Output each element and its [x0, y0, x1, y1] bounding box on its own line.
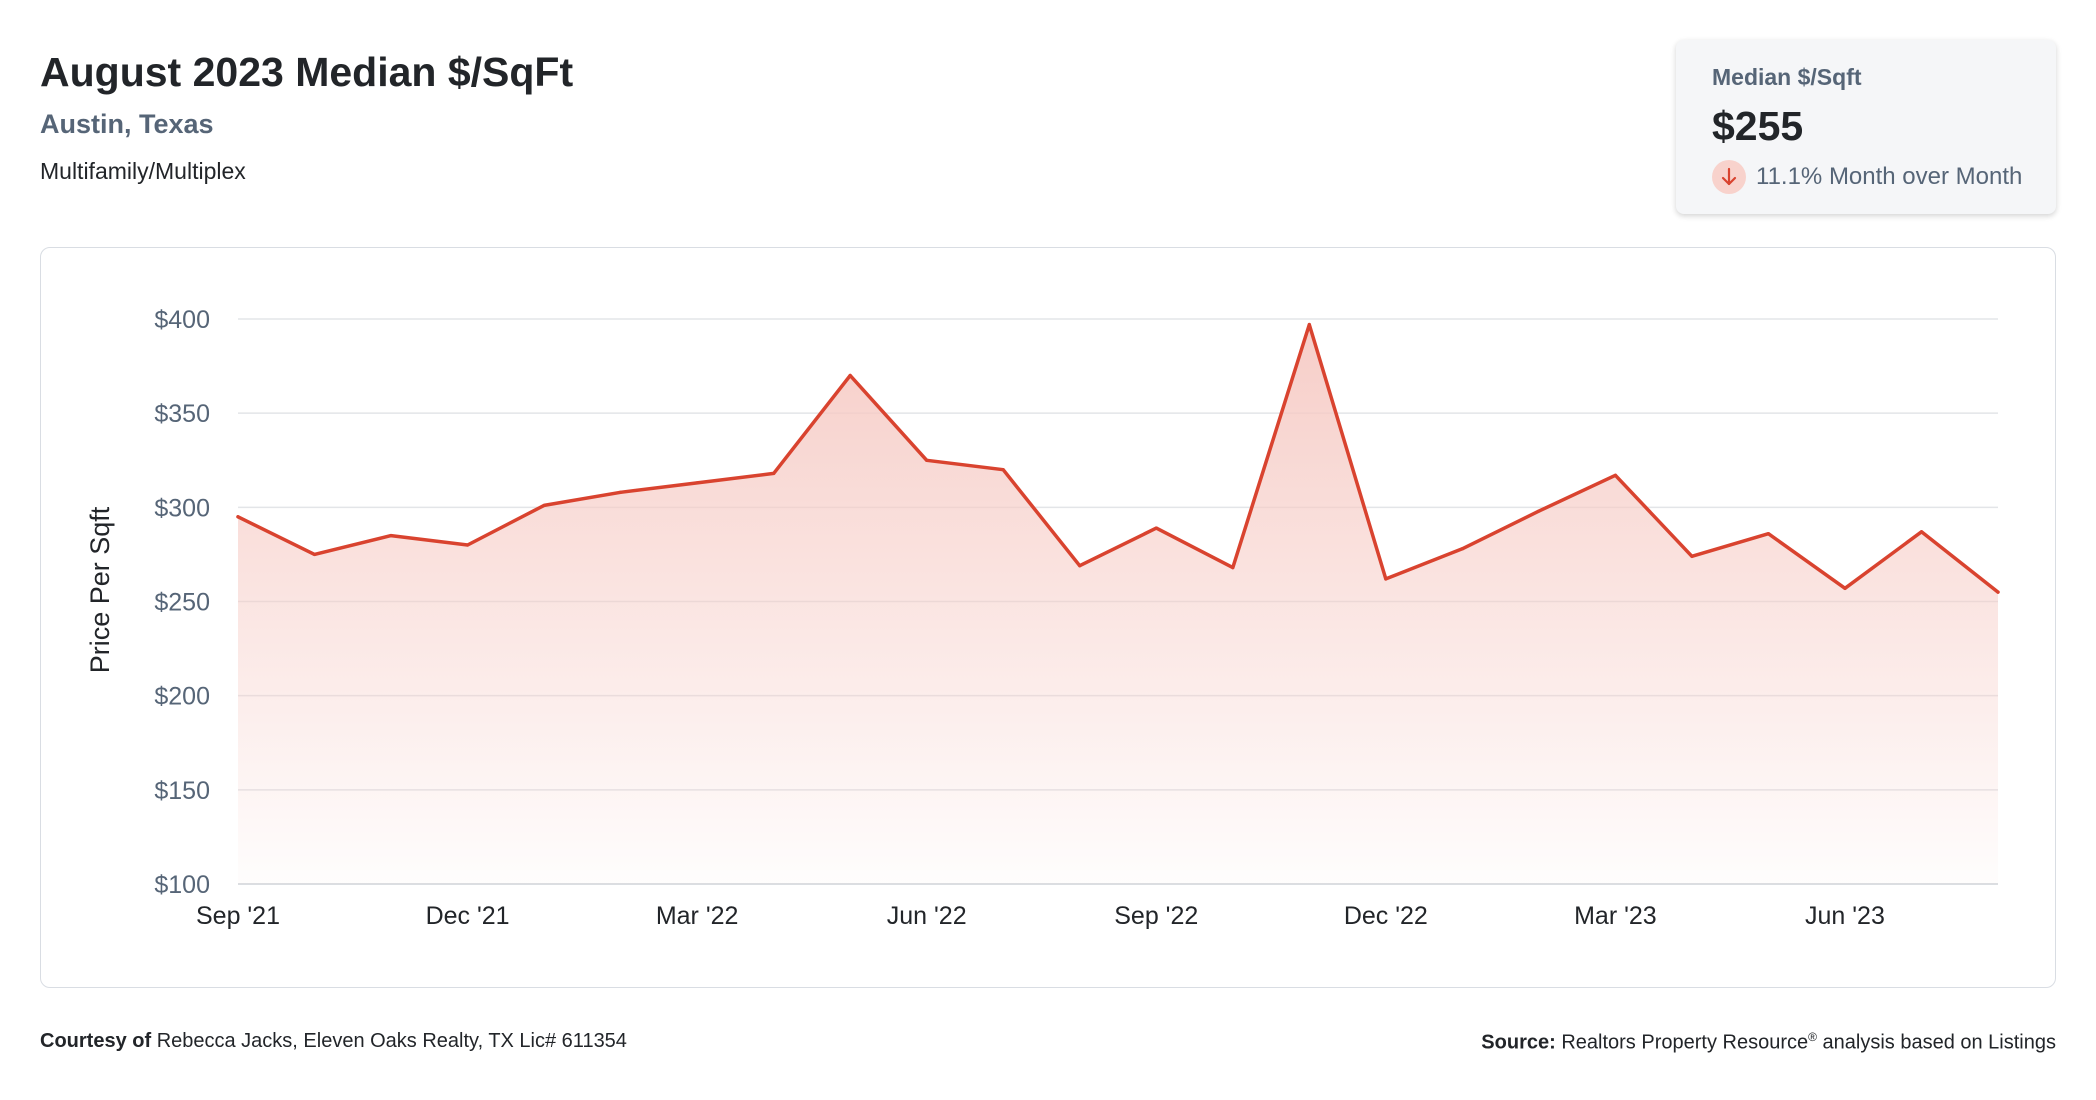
y-tick-label: $350 — [154, 400, 210, 428]
data-point — [1307, 323, 1311, 327]
series-line — [236, 322, 2000, 594]
x-tick-label: Jun '23 — [1805, 902, 1885, 930]
data-point — [1766, 532, 1771, 536]
source-footer: Source: Realtors Property Resource® anal… — [1481, 1030, 2056, 1055]
y-tick-label: $200 — [154, 683, 210, 711]
chart-container: $100 $150 $200 $250 $300 $350 $400 Sep '21 Dec '… — [40, 247, 2056, 988]
data-point — [619, 490, 623, 494]
data-point — [542, 503, 546, 508]
x-tick-label: Mar '22 — [656, 902, 739, 930]
courtesy-text: Rebecca Jacks, Eleven Oaks Realty, TX Li… — [156, 1030, 627, 1052]
price-per-sqft-chart: $100 $150 $200 $250 $300 $350 $400 Sep '21 Dec '… — [85, 306, 2000, 930]
courtesy-label: Courtesy of — [40, 1030, 152, 1052]
courtesy-footer: Courtesy of Rebecca Jacks, Eleven Oaks R… — [40, 1030, 627, 1053]
stat-change-text: 11.1% Month over Month — [1756, 163, 2023, 190]
data-point — [1384, 577, 1388, 581]
data-point — [1154, 526, 1158, 530]
x-tick-label: Sep '22 — [1114, 902, 1198, 930]
data-point — [1001, 468, 1005, 472]
arrow-down-icon — [1712, 160, 1746, 194]
stat-value: $255 — [1712, 103, 1804, 149]
source-name: Realtors Property Resource — [1561, 1031, 1809, 1054]
data-point — [1460, 547, 1464, 551]
y-tick-label: $150 — [154, 777, 210, 805]
data-point — [925, 458, 929, 462]
header: August 2023 Median $/SqFt Austin, Texas … — [40, 44, 573, 186]
page-title: August 2023 Median $/SqFt — [40, 49, 574, 95]
source-text: analysis based on Listings — [1822, 1031, 2056, 1054]
y-tick-label: $300 — [154, 494, 210, 522]
data-point — [1690, 554, 1694, 558]
stat-label: Median $/Sqft — [1712, 64, 1862, 90]
y-axis-label: Price Per Sqft — [85, 506, 115, 673]
x-tick-label: Dec '22 — [1344, 902, 1428, 930]
data-point — [695, 481, 699, 485]
x-tick-label: Sep '21 — [196, 902, 280, 930]
data-point — [312, 552, 317, 557]
data-point — [389, 533, 393, 538]
data-point — [848, 373, 852, 378]
data-point — [772, 471, 776, 476]
data-point — [1078, 564, 1082, 568]
stat-change: 11.1% Month over Month — [1712, 160, 2056, 194]
data-point — [1231, 566, 1235, 570]
y-tick-label: $100 — [154, 871, 210, 899]
data-point — [1843, 586, 1847, 590]
x-tick-label: Jun '22 — [887, 902, 967, 930]
x-tick-label: Dec '21 — [426, 902, 510, 930]
data-point — [1613, 473, 1617, 477]
data-point — [465, 543, 470, 547]
registered-mark: ® — [1808, 1030, 1817, 1044]
y-tick-label: $400 — [154, 306, 210, 334]
data-point — [1537, 509, 1541, 513]
area-fill — [238, 324, 1998, 885]
property-type-label: Multifamily/Multiplex — [40, 158, 246, 184]
data-point — [1996, 590, 2000, 594]
location-label: Austin, Texas — [40, 109, 214, 139]
x-tick-label: Mar '23 — [1574, 902, 1657, 930]
data-point — [236, 515, 240, 519]
median-stat-card: Median $/Sqft $255 11.1% Month over Mont… — [1676, 40, 2056, 214]
data-point — [1919, 530, 1924, 534]
y-tick-label: $250 — [154, 589, 210, 617]
source-label: Source: — [1481, 1031, 1556, 1054]
